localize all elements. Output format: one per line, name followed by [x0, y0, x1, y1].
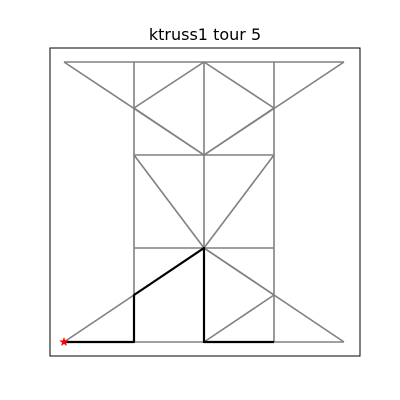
figure-title: ktruss1 tour 5	[149, 25, 261, 44]
start-star-icon	[59, 337, 69, 347]
truss-edge	[203, 247, 275, 296]
tour-layer	[64, 246, 274, 344]
axes-frame	[49, 47, 361, 357]
truss-edge	[133, 107, 205, 156]
truss-edge	[133, 154, 205, 249]
truss-edge	[203, 294, 275, 343]
truss-edge	[203, 61, 275, 109]
truss-edge	[203, 154, 275, 249]
marker-layer	[59, 337, 69, 347]
truss-edge	[133, 61, 205, 109]
tour-path	[64, 246, 274, 344]
truss-edge	[203, 107, 275, 156]
